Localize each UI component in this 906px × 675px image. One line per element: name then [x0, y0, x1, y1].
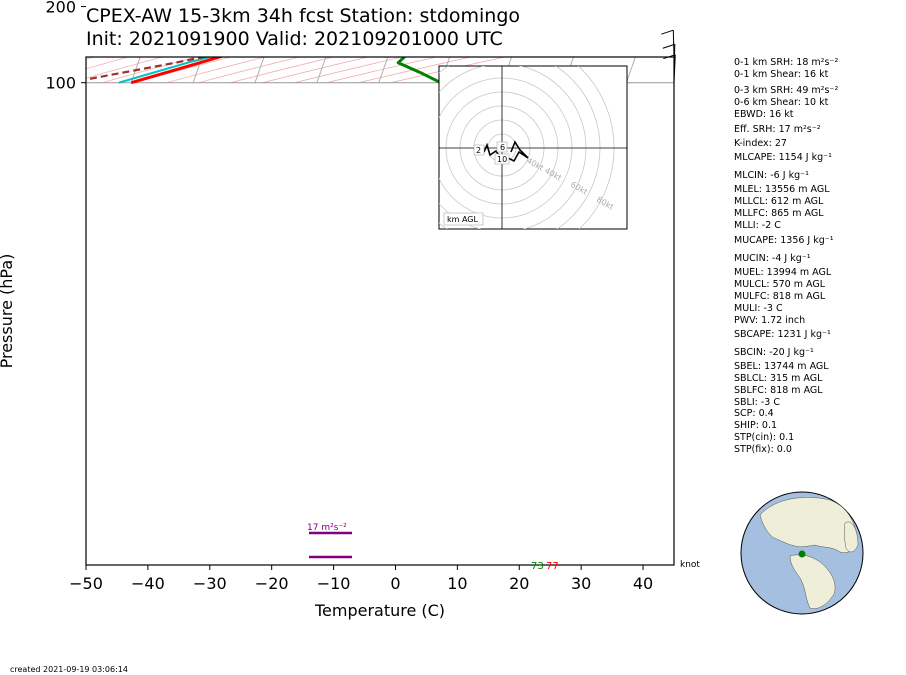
index-line: 0-3 km SRH: 49 m²s⁻² — [734, 85, 839, 96]
isotherm — [254, 57, 265, 83]
hodograph-height-6: 6 — [500, 143, 505, 152]
index-line: MULCL: 570 m AGL — [734, 279, 826, 290]
hodograph-inset: 40kt 40kt 60kt 80kt 2 6 10 km AGL — [438, 65, 628, 230]
index-line: STP(cin): 0.1 — [734, 432, 795, 443]
index-line: PWV: 1.72 inch — [734, 315, 806, 326]
y-tick-label: 200 — [45, 0, 76, 17]
isotherm — [316, 57, 327, 83]
chart-subtitle: Init: 2021091900 Valid: 202109201000 UTC — [86, 28, 503, 50]
chart-title: CPEX-AW 15-3km 34h fcst Station: stdomin… — [86, 5, 521, 27]
globe-south-america — [789, 554, 836, 609]
srh-layer-marker: 17 m²s⁻² — [307, 523, 352, 559]
hodograph-height-2: 2 — [476, 146, 481, 155]
x-tick-label: −40 — [131, 574, 165, 593]
x-tick-label: −20 — [255, 574, 289, 593]
index-line: MLLI: -2 C — [734, 220, 781, 231]
moist-adiabat — [0, 0, 630, 7]
index-line: 0-1 km Shear: 16 kt — [734, 69, 829, 80]
moist-adiabat — [0, 0, 556, 7]
index-line: 0-6 km Shear: 10 kt — [734, 97, 829, 108]
index-line: MULI: -3 C — [734, 303, 783, 314]
wind-barbs — [661, 29, 676, 83]
index-line: MUEL: 13994 m AGL — [734, 267, 832, 278]
index-line: SBLI: -3 C — [734, 397, 780, 408]
wind-barb — [662, 43, 676, 73]
x-tick-label: 30 — [571, 574, 591, 593]
isotherm — [192, 57, 203, 83]
surface-dewpoint-label: 73 — [531, 561, 544, 572]
moist-adiabat — [329, 0, 829, 7]
x-tick-label: −50 — [69, 574, 103, 593]
hodograph-height-10: 10 — [497, 155, 507, 164]
knot-label: knot — [680, 560, 700, 570]
x-tick-label: −10 — [317, 574, 351, 593]
moist-adiabat — [0, 0, 531, 7]
index-line: 0-1 km SRH: 18 m²s⁻² — [734, 57, 839, 68]
surface-temperature-label: 77 — [546, 561, 559, 572]
hodograph-frame — [438, 65, 628, 230]
hodograph-legend: km AGL — [447, 215, 479, 224]
index-line: STP(fix): 0.0 — [734, 444, 792, 455]
plot-frame — [85, 56, 675, 566]
globe-africa-edge — [844, 521, 859, 553]
index-line: Eff. SRH: 17 m²s⁻² — [734, 124, 821, 135]
index-line: SHIP: 0.1 — [734, 420, 778, 431]
index-line: MUCAPE: 1356 J kg⁻¹ — [734, 235, 834, 246]
x-tick-label: 20 — [509, 574, 529, 593]
moist-adiabat — [0, 0, 655, 7]
moist-adiabat — [547, 0, 903, 7]
station-marker — [798, 550, 806, 558]
moist-adiabat — [410, 0, 853, 7]
x-tick-label: 40 — [633, 574, 653, 593]
created-timestamp: created 2021-09-19 03:06:14 — [10, 665, 128, 674]
index-line: MLEL: 13556 m AGL — [734, 184, 830, 195]
x-axis-label: Temperature (C) — [314, 601, 445, 620]
moist-adiabat — [485, 0, 878, 7]
isotherm — [874, 0, 906, 83]
moist-adiabat — [21, 0, 679, 7]
index-line: SBLCL: 315 m AGL — [734, 373, 823, 384]
index-line: MUCIN: -4 J kg⁻¹ — [734, 253, 811, 264]
index-line: MLCAPE: 1154 J kg⁻¹ — [734, 152, 832, 163]
wind-barb — [663, 54, 676, 83]
moist-adiabat — [0, 0, 605, 7]
moist-adiabat — [136, 0, 754, 7]
index-line: SBLFC: 818 m AGL — [734, 385, 823, 396]
wind-barb — [661, 29, 675, 59]
x-tick-label: 10 — [447, 574, 467, 593]
isotherm — [0, 0, 36, 83]
hodograph-trace — [483, 140, 529, 163]
moist-adiabat — [0, 0, 581, 7]
moist-adiabat — [190, 0, 779, 7]
index-line: MLLCL: 612 m AGL — [734, 196, 824, 207]
y-axis-label: Pressure (hPa) — [0, 254, 16, 369]
moist-adiabat — [253, 0, 803, 7]
dry-adiabat — [0, 0, 804, 83]
srh-label: 17 m²s⁻² — [307, 523, 347, 533]
index-line: SBCAPE: 1231 J kg⁻¹ — [734, 329, 831, 340]
x-tick-label: 0 — [390, 574, 400, 593]
y-tick-label: 100 — [45, 74, 76, 93]
globe-north-america — [759, 497, 858, 553]
index-line: SCP: 0.4 — [734, 408, 774, 419]
x-tick-label: −30 — [193, 574, 227, 593]
index-line: EBWD: 16 kt — [734, 109, 794, 120]
index-line: SBEL: 13744 m AGL — [734, 361, 829, 372]
moist-adiabat — [92, 0, 730, 7]
location-globe — [740, 491, 864, 615]
index-line: MLCIN: -6 J kg⁻¹ — [734, 170, 809, 181]
index-line: K-index: 27 — [734, 138, 787, 149]
index-line: MULFC: 818 m AGL — [734, 291, 826, 302]
index-line: SBCIN: -20 J kg⁻¹ — [734, 347, 814, 358]
isotherm — [625, 57, 636, 83]
index-line: MLLFC: 865 m AGL — [734, 208, 824, 219]
moist-adiabat — [54, 0, 705, 7]
